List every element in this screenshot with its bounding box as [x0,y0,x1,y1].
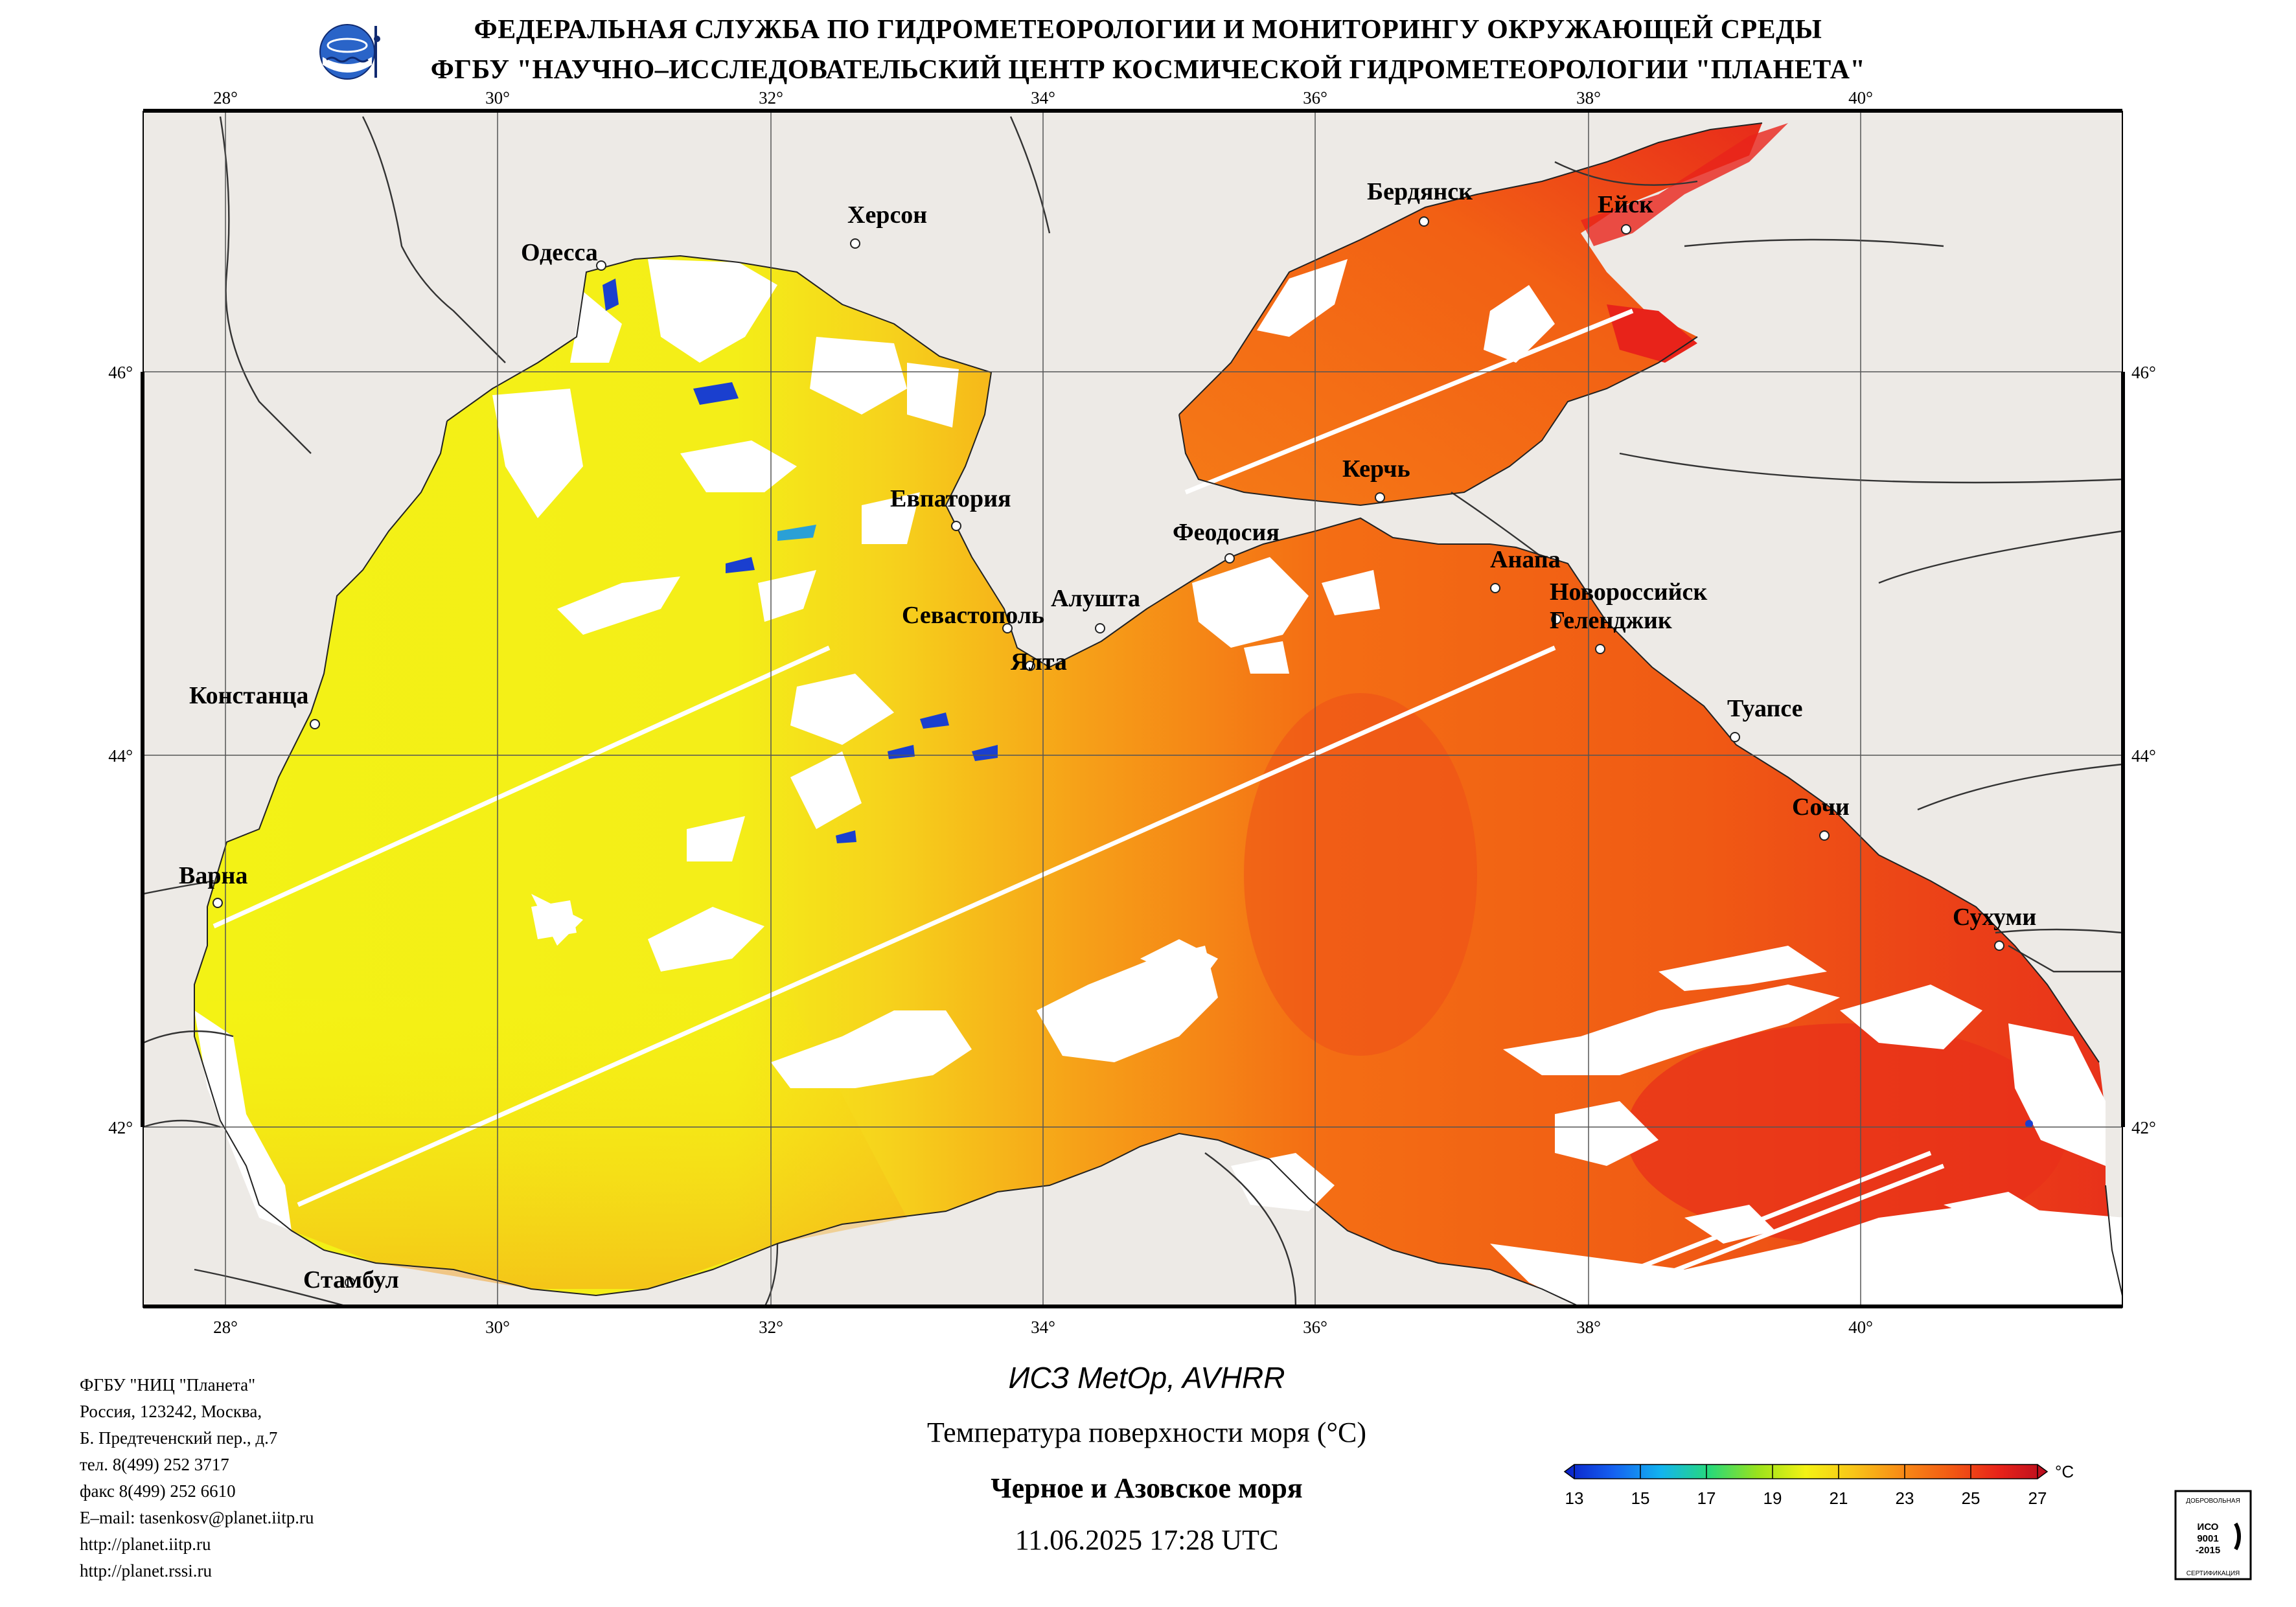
lon-label: 38° [1576,1317,1601,1337]
lon-labels-bottom: 28° 30° 32° 34° 36° 38° 40° [213,1317,1873,1337]
city-label-berdyansk: Бердянск [1367,178,1473,205]
iso-badge-mid3: -2015 [2196,1545,2220,1556]
city-labels: Одесса Херсон Бердянск Ейск Керчь Евпато… [179,178,2036,1294]
colorbar-tick-labels: 13 15 17 19 21 23 25 27 [1565,1488,2047,1508]
city-label-sochi: Сочи [1792,793,1850,821]
lon-label: 34° [1031,88,1055,108]
city-label-odessa: Одесса [521,239,598,266]
colorbar-unit: °C [2055,1462,2073,1481]
iso-certification-badge-icon: ДОБРОВОЛЬНАЯ ИСО 9001 -2015 СЕРТИФИКАЦИЯ [2174,1490,2252,1580]
lat-label: 46° [2131,363,2156,382]
city-label-gelendzhik: Геленджик [1550,607,1672,634]
iso-badge-bottom: СЕРТИФИКАЦИЯ [2187,1570,2240,1577]
azov-sea [1179,123,1762,505]
iso-badge-top: ДОБРОВОЛЬНАЯ [2186,1498,2240,1505]
lon-label: 40° [1848,88,1873,108]
header-title-line2: ФГБУ "НАУЧНО–ИССЛЕДОВАТЕЛЬСКИЙ ЦЕНТР КОС… [430,55,1866,85]
iso-badge-mid2: 9001 [2197,1533,2218,1544]
planeta-emblem-icon [319,24,380,80]
colorbar-tick-label: 27 [2028,1488,2047,1508]
lon-labels-top: 28° 30° 32° 34° 36° 38° 40° [213,88,1873,108]
city-label-sukhumi: Сухуми [1953,904,2036,931]
lat-label: 46° [108,363,133,382]
city-label-kerch: Керчь [1342,455,1410,483]
borders [143,116,2122,1307]
lon-label: 30° [485,88,510,108]
city-label-feodosia: Феодосия [1173,519,1280,546]
iso-badge-mid1: ИСО [2198,1522,2219,1533]
satellite-caption: ИСЗ MetOp, AVHRR [1008,1361,1285,1395]
city-label-evpatoria: Евпатория [890,485,1011,512]
hot-core [1626,1023,2067,1244]
lon-label: 32° [759,1317,783,1337]
lon-label: 36° [1303,88,1327,108]
city-label-novorossiysk: Новороссийск [1550,578,1707,606]
frame-ticks [141,109,2125,1308]
sea-surface-temperature-map: 28° 30° 32° 34° 36° 38° 40° 28° 30° 32° … [108,88,2156,1337]
datetime-caption: 11.06.2025 17:28 UTC [1015,1524,1279,1556]
graticule [143,111,2122,1307]
city-markers [212,216,2004,1288]
colorbar-tick-label: 19 [1763,1488,1782,1508]
colorbar-tick-label: 25 [1962,1488,1980,1508]
website-link-2[interactable]: http://planet.rssi.ru [80,1561,212,1580]
city-label-varna: Варна [179,862,247,889]
header-title-line1: ФЕДЕРАЛЬНАЯ СЛУЖБА ПО ГИДРОМЕТЕОРОЛОГИИ … [474,15,1822,45]
website-link-1[interactable]: http://planet.iitp.ru [80,1534,211,1554]
lon-label: 38° [1576,88,1601,108]
city-label-alushta: Алушта [1051,585,1140,612]
city-label-istanbul: Стамбул [303,1266,399,1294]
lon-label: 28° [213,1317,238,1337]
lat-label: 44° [2131,746,2156,766]
lon-label: 34° [1031,1317,1055,1337]
org-name: ФГБУ "НИЦ "Планета" [80,1375,256,1395]
address-line2: Б. Предтеченский пер., д.7 [80,1428,278,1448]
region-caption: Черное и Азовское моря [991,1472,1303,1504]
parameter-caption: Температура поверхности моря (°C) [926,1417,1367,1448]
temperature-colorbar: 13 15 17 19 21 23 25 27 °C [1563,1462,2073,1508]
lat-label: 42° [2131,1118,2156,1137]
city-label-anapa: Анапа [1490,546,1561,573]
colorbar-bar [1563,1464,2049,1479]
phone: тел. 8(499) 252 3717 [80,1455,229,1474]
lon-label: 36° [1303,1317,1327,1337]
coastline [194,122,2122,1307]
city-label-kherson: Херсон [847,201,927,229]
colorbar-tick-label: 23 [1896,1488,1914,1508]
lon-label: 32° [759,88,783,108]
cold-pockets [603,279,2033,1128]
swath-gaps [212,308,1945,1305]
lon-label: 28° [213,88,238,108]
address-line1: Россия, 123242, Москва, [80,1402,262,1421]
fax: факс 8(499) 252 6610 [80,1481,236,1501]
lon-label: 30° [485,1317,510,1337]
colorbar-ticks [1574,1465,2038,1479]
city-label-tuapse: Туапсе [1727,695,1803,722]
lat-label: 44° [108,746,133,766]
lat-labels-left: 46° 44° 42° [108,363,133,1137]
lon-label: 40° [1848,1317,1873,1337]
colorbar-tick-label: 17 [1697,1488,1716,1508]
contact-info: ФГБУ "НИЦ "Планета" Россия, 123242, Моск… [80,1372,314,1584]
colorbar-tick-label: 21 [1830,1488,1848,1508]
colorbar-tick-label: 15 [1631,1488,1650,1508]
city-label-yalta: Ялта [1011,648,1067,676]
lat-label: 42° [108,1118,133,1137]
lat-labels-right: 46° 44° 42° [2131,363,2156,1137]
city-label-yeysk: Ейск [1598,191,1653,218]
city-label-constanta: Констанца [189,682,308,709]
city-label-sevastopol: Севастополь [902,602,1044,629]
colorbar-tick-label: 13 [1565,1488,1584,1508]
cloud-mask [194,259,2122,1307]
email: E–mail: tasenkosv@planet.iitp.ru [80,1508,314,1527]
